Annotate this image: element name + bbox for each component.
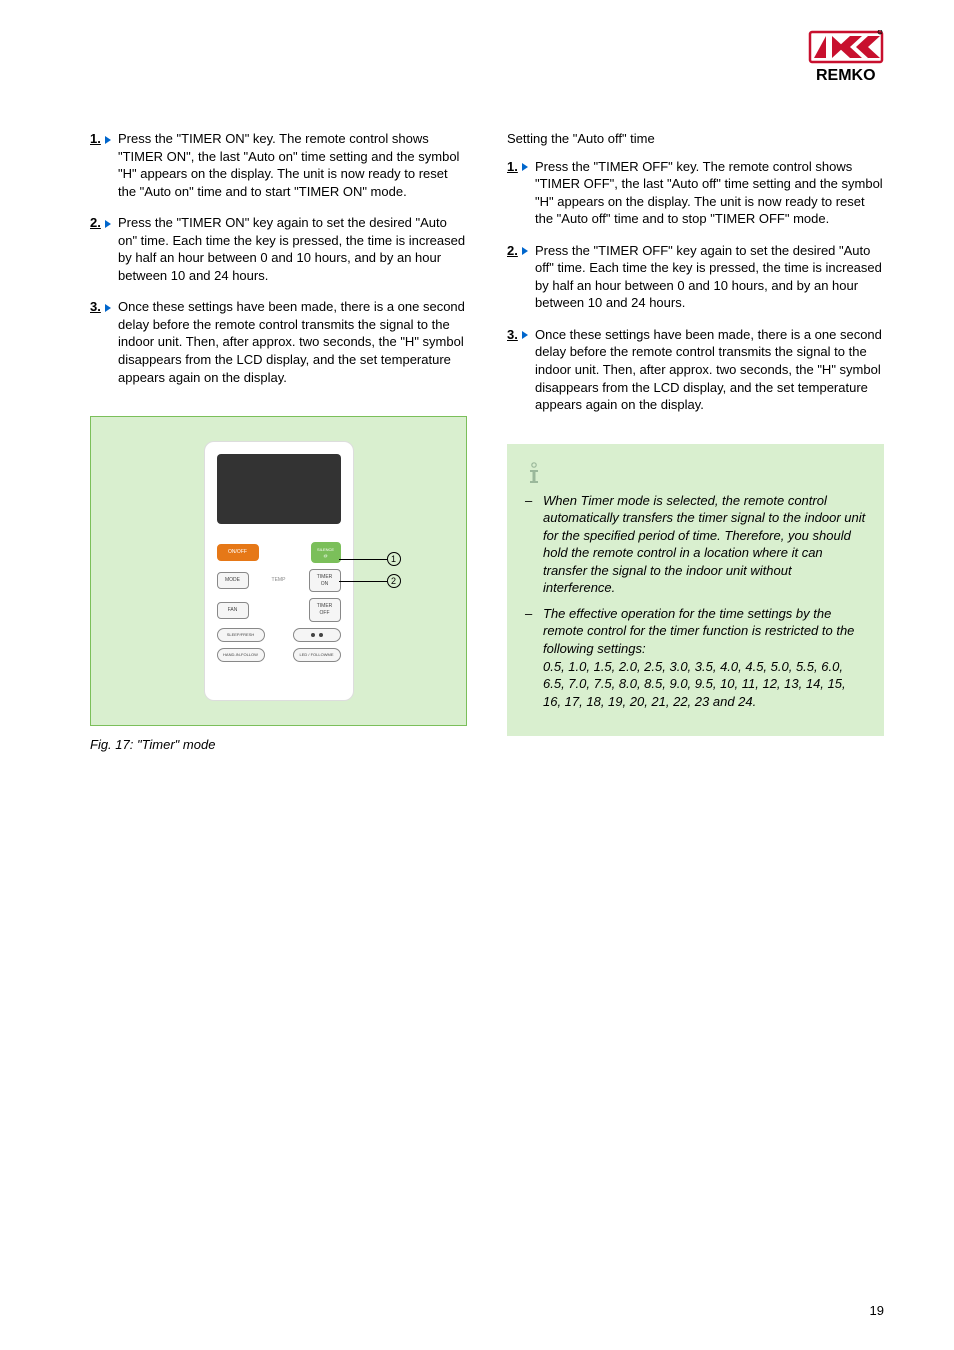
step-text: Press the "TIMER ON" key again to set th…: [118, 214, 467, 284]
step-number: 2.: [90, 214, 118, 232]
step-text: Once these settings have been made, ther…: [118, 298, 467, 386]
brand-logo: R REMKO: [764, 30, 884, 90]
onoff-button: ON/OFF: [217, 544, 259, 561]
left-step-1: 1. Press the "TIMER ON" key. The remote …: [90, 130, 467, 200]
right-step-2: 2. Press the "TIMER OFF" key again to se…: [507, 242, 884, 312]
callout-line-2: [339, 581, 387, 582]
sleep-fresh-button: SLEEP/FRESH: [217, 628, 265, 642]
step-text: Press the "TIMER ON" key. The remote con…: [118, 130, 467, 200]
step-text: Once these settings have been made, ther…: [535, 326, 884, 414]
right-column: Setting the "Auto off" time 1. Press the…: [507, 130, 884, 754]
info-2-intro: The effective operation for the time set…: [543, 606, 854, 656]
left-step-2: 2. Press the "TIMER ON" key again to set…: [90, 214, 467, 284]
timer-off-button: TIMER OFF: [309, 598, 341, 622]
info-icon: [525, 462, 543, 484]
remote-screen: [217, 454, 341, 524]
info-text: When Timer mode is selected, the remote …: [543, 492, 866, 597]
info-text: The effective operation for the time set…: [543, 605, 866, 710]
step-number: 1.: [507, 158, 535, 176]
main-content: 1. Press the "TIMER ON" key. The remote …: [90, 130, 884, 754]
left-column: 1. Press the "TIMER ON" key. The remote …: [90, 130, 467, 754]
callout-line-1: [339, 559, 387, 560]
page-number: 19: [870, 1302, 884, 1320]
follow-button: HAND-IN-FOLLOW: [217, 648, 265, 662]
callout-1: 1: [387, 552, 401, 566]
dash: –: [525, 605, 543, 710]
step-text: Press the "TIMER OFF" key again to set t…: [535, 242, 884, 312]
auto-off-heading: Setting the "Auto off" time: [507, 130, 884, 148]
info-note: – When Timer mode is selected, the remot…: [507, 444, 884, 737]
temp-label: TEMP: [249, 577, 309, 584]
silence-button: SILENCE @: [311, 542, 341, 563]
mode-button: MODE: [217, 572, 249, 589]
left-step-3: 3. Once these settings have been made, t…: [90, 298, 467, 386]
timer-on-button: TIMER ON: [309, 569, 341, 593]
info-item-1: – When Timer mode is selected, the remot…: [525, 492, 866, 597]
led-followme-button: LED / FOLLOWME: [293, 648, 341, 662]
step-number: 1.: [90, 130, 118, 148]
figure-17-caption: Fig. 17: "Timer" mode: [90, 736, 467, 754]
svg-text:REMKO: REMKO: [816, 67, 876, 84]
step-number: 3.: [507, 326, 535, 344]
info-item-2: – The effective operation for the time s…: [525, 605, 866, 710]
dash: –: [525, 492, 543, 597]
remote-illustration: ON/OFF SILENCE @ MODE TEMP TIMER ON FAN …: [204, 441, 354, 701]
step-text: Press the "TIMER OFF" key. The remote co…: [535, 158, 884, 228]
step-number: 3.: [90, 298, 118, 316]
callout-2: 2: [387, 574, 401, 588]
figure-17: ON/OFF SILENCE @ MODE TEMP TIMER ON FAN …: [90, 416, 467, 726]
step-number: 2.: [507, 242, 535, 260]
right-step-1: 1. Press the "TIMER OFF" key. The remote…: [507, 158, 884, 228]
right-step-3: 3. Once these settings have been made, t…: [507, 326, 884, 414]
info-2-values: 0.5, 1.0, 1.5, 2.0, 2.5, 3.0, 3.5, 4.0, …: [543, 659, 846, 709]
swing-button: [293, 628, 341, 642]
fan-button: FAN: [217, 602, 249, 619]
